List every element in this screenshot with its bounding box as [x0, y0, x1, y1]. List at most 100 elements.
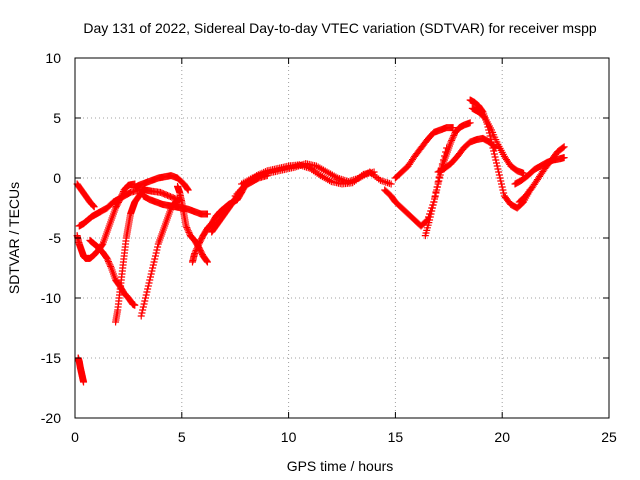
data-point	[139, 306, 147, 314]
data-point	[89, 201, 97, 209]
data-point	[185, 228, 193, 236]
data-point	[387, 180, 395, 188]
series-arc-f	[137, 196, 184, 320]
data-point	[117, 192, 125, 200]
data-point	[151, 255, 159, 263]
data-point	[448, 135, 456, 143]
data-point	[428, 207, 436, 215]
data-point	[433, 186, 441, 194]
series-arc-v	[74, 354, 88, 386]
data-point	[148, 267, 156, 275]
data-point	[90, 202, 98, 210]
data-point	[139, 186, 147, 194]
data-point	[154, 243, 162, 251]
data-point	[184, 227, 192, 235]
data-point	[449, 133, 457, 141]
x-tick-label: 25	[601, 429, 617, 445]
series-arc-d	[86, 236, 139, 309]
data-point	[436, 174, 444, 182]
chart-title: Day 131 of 2022, Sidereal Day-to-day VTE…	[83, 20, 596, 36]
data-point	[147, 270, 155, 278]
data-point	[430, 198, 438, 206]
x-axis-label: GPS time / hours	[287, 458, 394, 474]
data-point	[105, 259, 113, 267]
y-tick-label: -10	[41, 290, 61, 306]
data-point	[428, 204, 436, 212]
data-point	[142, 291, 150, 299]
data-point	[427, 210, 435, 218]
data-point	[489, 144, 497, 152]
data-point	[140, 300, 148, 308]
data-point	[447, 138, 455, 146]
data-point	[500, 189, 508, 197]
data-point	[496, 174, 504, 182]
series-arc-q	[434, 134, 500, 176]
data-point	[104, 258, 112, 266]
series-arc-m	[238, 160, 395, 188]
data-point	[153, 246, 161, 254]
data-point	[435, 177, 443, 185]
data-point	[492, 156, 500, 164]
data-point	[145, 279, 153, 287]
data-point	[426, 213, 434, 221]
data-point	[90, 203, 98, 211]
data-point	[203, 210, 211, 218]
data-point	[137, 312, 145, 320]
series-arc-k	[208, 172, 271, 236]
data-point	[139, 187, 147, 195]
data-point	[115, 197, 123, 205]
data-point	[144, 285, 152, 293]
data-point	[184, 186, 192, 194]
data-point	[433, 183, 441, 191]
data-point	[131, 301, 139, 309]
data-point	[466, 119, 474, 127]
data-point	[429, 201, 437, 209]
data-point	[203, 258, 211, 266]
x-tick-label: 20	[494, 429, 510, 445]
x-tick-label: 10	[281, 429, 297, 445]
series-arc-n	[381, 144, 451, 230]
data-point	[107, 262, 115, 270]
data-point	[80, 378, 88, 386]
data-point	[192, 246, 200, 254]
data-point	[193, 245, 201, 253]
data-point	[138, 309, 146, 317]
data-point	[426, 216, 434, 224]
data-point	[141, 297, 149, 305]
data-point	[152, 249, 160, 257]
data-point	[499, 186, 507, 194]
data-point	[431, 195, 439, 203]
tick-labels: 0 5 10 15 20 25 -20 -15 -10 -5 0 5 10	[41, 50, 617, 445]
series-arc-g	[131, 172, 192, 194]
y-tick-label: -20	[41, 410, 61, 426]
data-point	[151, 252, 159, 260]
x-tick-label: 0	[71, 429, 79, 445]
series-arc-h	[139, 192, 211, 218]
data-point	[560, 143, 568, 151]
axis-ticks	[74, 57, 610, 419]
data-point	[139, 303, 147, 311]
data-point	[449, 124, 457, 132]
data-point	[116, 196, 124, 204]
data-point	[183, 225, 191, 233]
data-point	[497, 177, 505, 185]
data-point	[144, 282, 152, 290]
data-point	[490, 147, 498, 155]
data-point	[431, 192, 439, 200]
y-tick-label: 5	[53, 110, 61, 126]
data-point	[450, 132, 458, 140]
data-point	[143, 288, 151, 296]
series-arc-e	[112, 186, 147, 326]
data-point	[194, 242, 202, 250]
y-tick-label: 0	[53, 170, 61, 186]
data-point	[498, 183, 506, 191]
data-point	[486, 132, 494, 140]
data-point	[117, 194, 125, 202]
data-point	[493, 162, 501, 170]
series-arc-s	[468, 104, 528, 177]
data-point	[103, 254, 111, 262]
data-point	[191, 250, 199, 258]
data-point	[149, 264, 157, 272]
series-arc-a	[73, 180, 98, 211]
